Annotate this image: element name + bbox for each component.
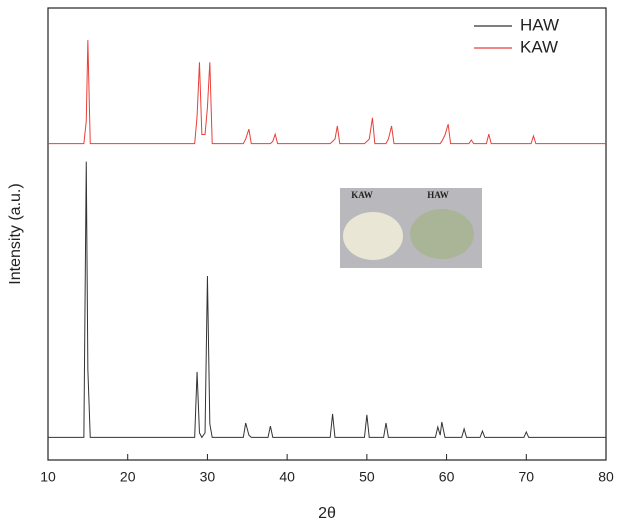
inset-photo: KAW HAW — [340, 188, 482, 268]
x-tick-label: 20 — [120, 469, 136, 485]
y-axis-label: Intensity (a.u.) — [7, 183, 24, 284]
legend-label: KAW — [520, 37, 558, 56]
haw-powder — [410, 209, 474, 259]
inset-label: HAW — [427, 190, 449, 200]
x-tick-label: 50 — [359, 469, 375, 485]
legend-label: HAW — [520, 15, 559, 34]
x-axis-label: 2θ — [318, 505, 336, 522]
x-tick-label: 40 — [279, 469, 295, 485]
x-tick-label: 10 — [40, 469, 56, 485]
series-line — [48, 40, 606, 145]
x-tick-label: 70 — [518, 469, 534, 485]
x-tick-label: 60 — [439, 469, 455, 485]
x-tick-label: 80 — [598, 469, 614, 485]
series-line — [48, 161, 606, 439]
kaw-powder — [343, 212, 403, 260]
x-tick-label: 30 — [200, 469, 216, 485]
inset-label: KAW — [351, 190, 373, 200]
plot-frame — [47, 7, 607, 461]
